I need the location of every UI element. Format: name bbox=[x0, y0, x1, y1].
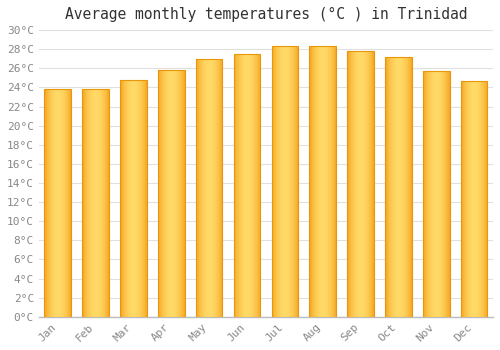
Bar bbox=[120, 80, 146, 317]
Bar bbox=[423, 71, 450, 317]
Bar bbox=[196, 59, 222, 317]
Bar bbox=[385, 57, 411, 317]
Bar bbox=[461, 81, 487, 317]
Bar bbox=[310, 46, 336, 317]
Bar bbox=[234, 54, 260, 317]
Bar bbox=[348, 51, 374, 317]
Bar bbox=[44, 89, 71, 317]
Title: Average monthly temperatures (°C ) in Trinidad: Average monthly temperatures (°C ) in Tr… bbox=[64, 7, 467, 22]
Bar bbox=[272, 46, 298, 317]
Bar bbox=[158, 70, 184, 317]
Bar bbox=[82, 89, 109, 317]
